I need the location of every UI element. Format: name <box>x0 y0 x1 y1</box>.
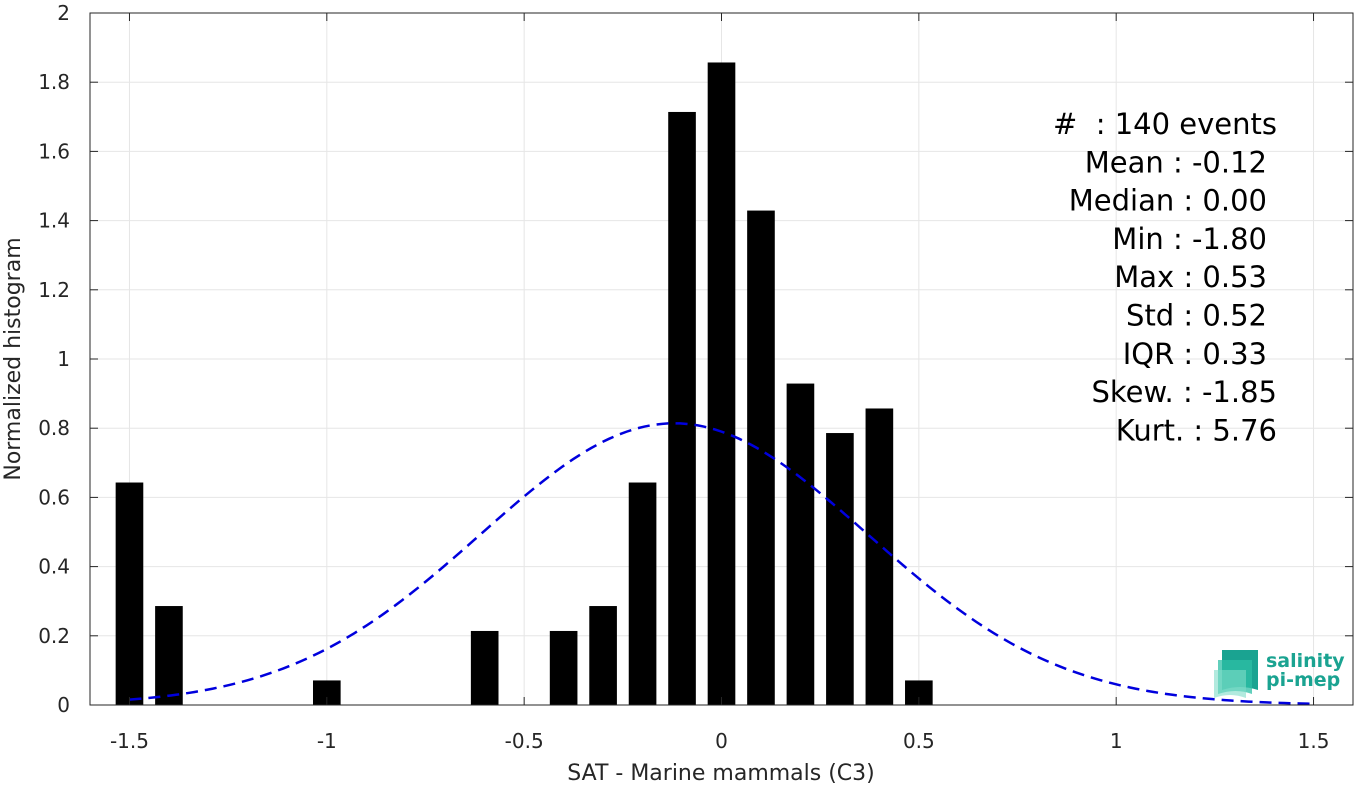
histogram-bars <box>115 62 933 706</box>
logo-line-2: pi-mep <box>1266 669 1340 691</box>
stat-line: Min : -1.80 <box>1112 222 1267 256</box>
axis-ticks <box>90 12 1353 706</box>
logo-waves-icon <box>1214 650 1258 698</box>
x-tick-label: 1 <box>1110 729 1123 753</box>
stat-line: Skew. : -1.85 <box>1091 375 1277 409</box>
y-tick-label: 0.4 <box>38 555 70 579</box>
histogram-bar <box>155 606 183 705</box>
stat-line: IQR : 0.33 <box>1123 337 1267 371</box>
histogram-bar <box>747 210 775 706</box>
y-tick-label: 0.2 <box>38 624 70 648</box>
y-tick-label: 1.8 <box>38 70 70 94</box>
stat-line: Median : 0.00 <box>1069 184 1267 218</box>
histogram-bar <box>549 630 578 705</box>
y-tick-labels: 0 0.2 0.4 0.6 0.8 1 1.2 1.4 1.6 1.8 2 <box>38 1 70 717</box>
logo-line-1: salinity <box>1266 650 1345 672</box>
histogram-bar <box>668 111 696 706</box>
x-tick-label: -0.5 <box>505 729 544 753</box>
stat-line: Mean : -0.12 <box>1085 145 1267 179</box>
histogram-bar <box>826 433 854 705</box>
y-tick-label: 1.2 <box>38 278 70 302</box>
x-tick-label: -1 <box>317 729 337 753</box>
salinity-logo: salinity pi-mep <box>1214 650 1345 698</box>
stat-line: Std : 0.52 <box>1126 299 1267 333</box>
y-tick-label: 1.4 <box>38 209 70 233</box>
y-tick-label: 0.6 <box>38 485 70 509</box>
y-tick-label: 0.8 <box>38 416 70 440</box>
histogram-bar <box>707 62 736 705</box>
histogram-bar <box>786 383 815 705</box>
histogram-bar <box>470 630 499 705</box>
x-axis-label: SAT - Marine mammals (C3) <box>567 761 875 785</box>
histogram-bar <box>628 482 657 705</box>
y-tick-label: 0 <box>57 693 70 717</box>
stat-line: # : 140 events <box>1053 107 1277 141</box>
statistics-box: # : 140 events Mean : -0.12 Median : 0.00 M… <box>1053 107 1277 447</box>
histogram-bar <box>589 606 617 705</box>
x-tick-labels: -1.5 -1 -0.5 0 0.5 1 1.5 <box>110 729 1329 753</box>
y-tick-label: 2 <box>57 1 70 25</box>
stat-line: Kurt. : 5.76 <box>1116 413 1277 447</box>
y-tick-label: 1.6 <box>38 139 70 163</box>
x-tick-label: 0.5 <box>903 729 935 753</box>
y-tick-label: 1 <box>57 347 70 371</box>
histogram-bar <box>115 482 144 705</box>
x-tick-label: 1.5 <box>1298 729 1330 753</box>
x-tick-label: -1.5 <box>110 729 149 753</box>
stat-line: Max : 0.53 <box>1114 260 1267 294</box>
x-tick-label: 0 <box>715 729 728 753</box>
y-axis-label: Normalized histogram <box>1 237 26 480</box>
histogram-bar <box>865 408 894 705</box>
normal-fit-curve <box>129 422 1314 706</box>
